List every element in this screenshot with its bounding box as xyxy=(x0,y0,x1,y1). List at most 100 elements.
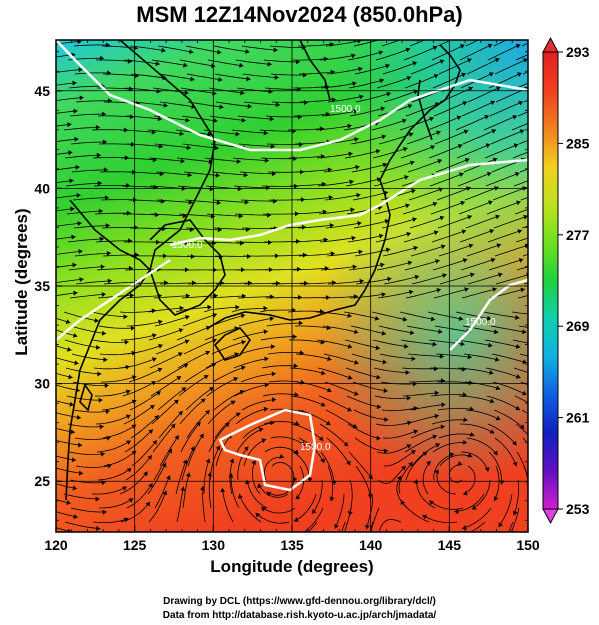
streamline-arrowhead xyxy=(180,486,186,492)
streamline xyxy=(66,395,103,401)
streamline xyxy=(234,213,271,216)
streamline xyxy=(459,229,495,243)
streamline xyxy=(461,100,495,117)
streamline xyxy=(514,208,528,215)
streamline-arrowhead xyxy=(78,67,83,73)
streamline-arrowhead xyxy=(303,100,308,106)
streamline xyxy=(267,351,304,355)
streamline-arrowhead xyxy=(384,417,389,423)
streamline-arrowhead xyxy=(263,329,268,335)
streamline xyxy=(235,241,273,243)
streamline xyxy=(296,196,333,201)
streamline-arrowhead xyxy=(235,412,241,417)
streamline xyxy=(289,155,325,159)
streamline xyxy=(265,296,303,299)
streamline-arrowhead xyxy=(486,315,492,321)
streamline xyxy=(101,45,138,49)
streamline-arrowhead xyxy=(72,80,77,86)
streamline xyxy=(148,328,184,341)
streamline xyxy=(237,115,274,120)
streamline-arrowhead xyxy=(228,473,234,478)
streamline xyxy=(382,61,418,75)
streamline xyxy=(486,201,521,215)
streamline xyxy=(461,288,497,299)
streamline xyxy=(403,415,440,425)
streamline-arrowhead xyxy=(520,287,525,293)
streamline-arrowhead xyxy=(122,486,127,491)
streamline xyxy=(439,454,473,467)
streamline xyxy=(74,436,111,440)
streamline-arrowhead xyxy=(517,72,522,77)
streamline xyxy=(489,101,524,117)
streamline-arrowhead xyxy=(522,359,527,365)
streamline xyxy=(463,353,500,361)
streamline xyxy=(184,363,217,383)
streamline-arrowhead xyxy=(209,387,214,392)
streamline-arrowhead xyxy=(183,363,189,369)
streamline xyxy=(56,41,82,45)
streamline-arrowhead xyxy=(516,374,521,379)
streamline xyxy=(71,353,108,361)
streamline-arrowhead xyxy=(484,114,489,120)
streamline-arrowhead xyxy=(467,215,472,220)
streamline-arrowhead xyxy=(406,75,412,81)
streamline xyxy=(130,415,160,439)
streamline xyxy=(398,461,414,495)
streamline-arrowhead xyxy=(524,243,528,249)
streamline xyxy=(70,507,107,513)
streamline-arrowhead xyxy=(73,333,78,338)
streamline xyxy=(381,407,418,412)
streamline xyxy=(311,479,323,515)
streamline-arrowhead xyxy=(95,124,100,130)
streamline xyxy=(263,59,300,63)
streamline xyxy=(518,325,528,328)
streamline-arrowhead xyxy=(496,86,501,91)
streamline-arrowhead xyxy=(189,49,194,55)
streamline xyxy=(382,430,419,439)
streamline-arrowhead xyxy=(516,200,521,206)
streamline-arrowhead xyxy=(347,407,352,412)
streamline xyxy=(261,506,296,514)
streamline-arrowhead xyxy=(215,172,220,178)
streamline-arrowhead xyxy=(353,109,358,114)
streamline xyxy=(271,461,295,482)
streamline-arrowhead xyxy=(329,223,334,228)
streamline-arrowhead xyxy=(343,441,349,447)
streamline xyxy=(377,290,414,299)
streamline xyxy=(265,115,303,118)
streamline xyxy=(157,45,194,53)
streamline xyxy=(231,129,268,134)
streamline xyxy=(73,409,110,413)
streamline xyxy=(404,435,438,453)
streamline xyxy=(484,143,519,159)
streamline-arrowhead xyxy=(261,438,267,443)
streamline-arrowhead xyxy=(216,200,221,206)
streamline-arrowhead xyxy=(207,131,212,137)
streamline xyxy=(297,224,334,229)
streamline xyxy=(347,51,384,61)
streamline-arrowhead xyxy=(124,339,129,345)
streamline-arrowhead xyxy=(236,158,241,164)
streamline xyxy=(130,73,167,79)
streamline-arrowhead xyxy=(494,496,499,501)
streamline xyxy=(56,317,71,324)
streamline xyxy=(430,201,466,215)
streamline-arrowhead xyxy=(207,304,212,310)
streamline xyxy=(74,72,112,75)
streamline-arrowhead xyxy=(378,50,383,56)
streamline-arrowhead xyxy=(460,200,465,206)
streamline xyxy=(295,353,332,361)
streamline xyxy=(264,87,302,90)
streamline xyxy=(233,358,269,369)
streamline xyxy=(459,43,493,61)
streamline xyxy=(91,311,128,317)
streamline xyxy=(324,194,361,201)
streamline-arrowhead xyxy=(413,406,418,411)
streamline xyxy=(437,215,473,229)
streamline-arrowhead xyxy=(374,315,380,321)
streamline xyxy=(456,339,493,347)
streamline-arrowhead xyxy=(437,159,442,164)
streamline-arrowhead xyxy=(435,443,440,448)
streamline xyxy=(523,465,528,483)
wind-streamlines xyxy=(56,40,528,532)
